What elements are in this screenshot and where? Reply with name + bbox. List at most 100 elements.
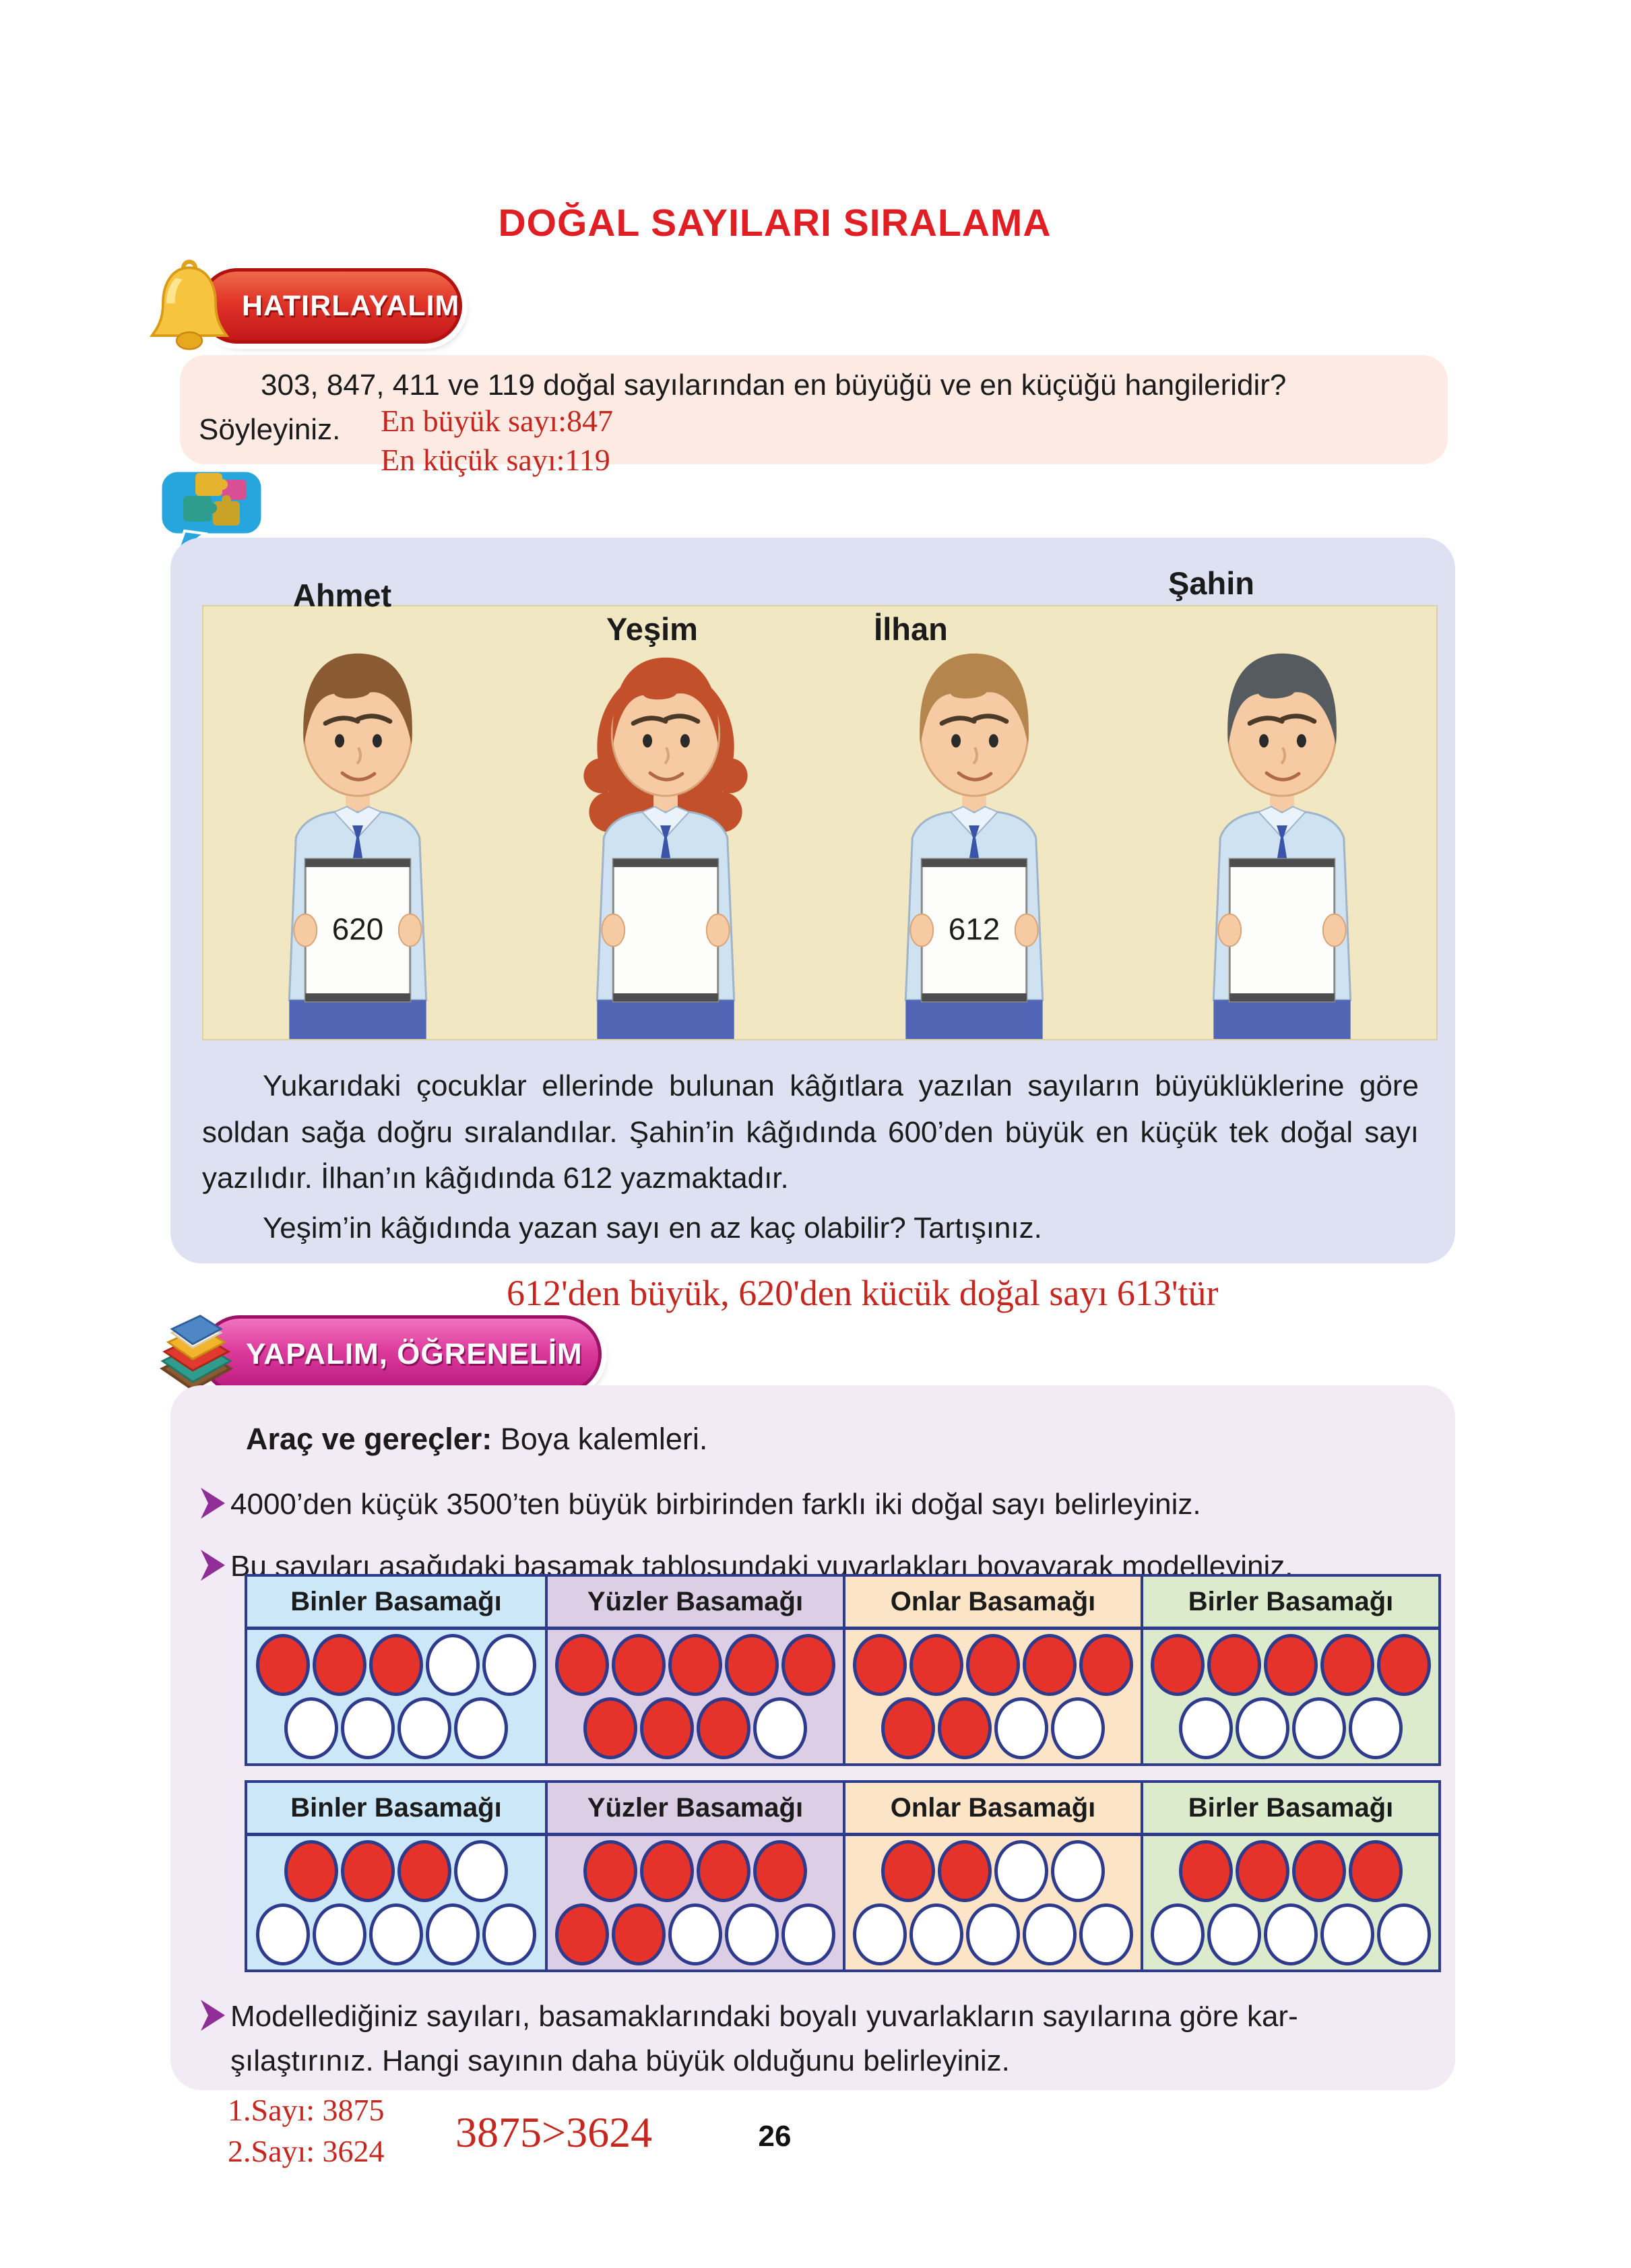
painted-circle[interactable]: [341, 1840, 395, 1902]
empty-circle[interactable]: [482, 1903, 536, 1965]
materials-line: Araç ve gereçler: Boya kalemleri.: [246, 1422, 707, 1457]
place-column: Yüzler Basamağı: [545, 1577, 843, 1763]
child-name-yesim: Yeşim: [606, 611, 698, 647]
empty-circle[interactable]: [994, 1840, 1048, 1902]
empty-circle[interactable]: [1264, 1903, 1318, 1965]
empty-circle[interactable]: [1292, 1697, 1346, 1759]
painted-circle[interactable]: [612, 1634, 666, 1696]
empty-circle[interactable]: [1349, 1697, 1403, 1759]
painted-circle[interactable]: [853, 1634, 907, 1696]
empty-circle[interactable]: [454, 1697, 508, 1759]
painted-circle[interactable]: [1377, 1634, 1431, 1696]
empty-circle[interactable]: [1051, 1697, 1105, 1759]
painted-circle[interactable]: [583, 1840, 637, 1902]
place-column-header: Onlar Basamağı: [845, 1783, 1141, 1836]
svg-text:620: 620: [332, 911, 384, 946]
place-value-table-1[interactable]: Binler Basamağı Yüzler Basamağı Onlar Basa…: [245, 1574, 1441, 1766]
bell-icon: [147, 259, 232, 356]
bullet-text-3: Modellediğiniz sayıları, basamaklarındak…: [230, 1994, 1298, 2083]
empty-circle[interactable]: [1179, 1697, 1233, 1759]
empty-circle[interactable]: [994, 1697, 1048, 1759]
empty-circle[interactable]: [284, 1697, 338, 1759]
place-column: Binler Basamağı: [247, 1577, 545, 1763]
empty-circle[interactable]: [1079, 1903, 1133, 1965]
empty-circle[interactable]: [753, 1697, 807, 1759]
painted-circle[interactable]: [1179, 1840, 1233, 1902]
bullet3-line2: şılaştırınız. Hangi sayının daha büyük o…: [230, 2044, 1010, 2077]
painted-circle[interactable]: [725, 1634, 779, 1696]
remember-question-box: 303, 847, 411 ve 119 doğal sayılarından …: [180, 355, 1448, 464]
painted-circle[interactable]: [369, 1634, 423, 1696]
painted-circle[interactable]: [1349, 1840, 1403, 1902]
painted-circle[interactable]: [612, 1903, 666, 1965]
painted-circle[interactable]: [697, 1697, 750, 1759]
painted-circle[interactable]: [1320, 1634, 1374, 1696]
book-icon: [146, 1295, 240, 1412]
child-figure: [1134, 623, 1430, 1039]
painted-circle[interactable]: [1292, 1840, 1346, 1902]
empty-circle[interactable]: [966, 1903, 1020, 1965]
empty-circle[interactable]: [454, 1840, 508, 1902]
empty-circle[interactable]: [397, 1697, 451, 1759]
painted-circle[interactable]: [909, 1634, 963, 1696]
painted-circle[interactable]: [256, 1634, 310, 1696]
painted-circle[interactable]: [555, 1634, 609, 1696]
empty-circle[interactable]: [909, 1903, 963, 1965]
empty-circle[interactable]: [426, 1903, 480, 1965]
arrow-bullet-icon: [199, 1548, 230, 1585]
empty-circle[interactable]: [313, 1903, 366, 1965]
painted-circle[interactable]: [1151, 1634, 1205, 1696]
painted-circle[interactable]: [1264, 1634, 1318, 1696]
painted-circle[interactable]: [881, 1840, 935, 1902]
place-column: Binler Basamağı: [247, 1783, 545, 1970]
empty-circle[interactable]: [781, 1903, 835, 1965]
paragraph-question: Yeşim’in kâğıdında yazan sayı en az kaç …: [263, 1211, 1042, 1245]
painted-circle[interactable]: [284, 1840, 338, 1902]
painted-circle[interactable]: [555, 1903, 609, 1965]
painted-circle[interactable]: [583, 1697, 637, 1759]
painted-circle[interactable]: [966, 1634, 1020, 1696]
painted-circle[interactable]: [313, 1634, 366, 1696]
painted-circle[interactable]: [753, 1840, 807, 1902]
empty-circle[interactable]: [341, 1697, 395, 1759]
handwritten-max-answer: En büyük sayı:847: [381, 404, 613, 438]
empty-circle[interactable]: [668, 1903, 722, 1965]
place-column-body: [548, 1836, 843, 1970]
child-figure: 620: [210, 623, 506, 1039]
empty-circle[interactable]: [1051, 1840, 1105, 1902]
painted-circle[interactable]: [1079, 1634, 1133, 1696]
empty-circle[interactable]: [369, 1903, 423, 1965]
painted-circle[interactable]: [640, 1697, 694, 1759]
painted-circle[interactable]: [397, 1840, 451, 1902]
painted-circle[interactable]: [938, 1697, 992, 1759]
painted-circle[interactable]: [697, 1840, 750, 1902]
painted-circle[interactable]: [1207, 1634, 1261, 1696]
page-number: 26: [758, 2120, 792, 2153]
empty-circle[interactable]: [482, 1634, 536, 1696]
painted-circle[interactable]: [1236, 1840, 1289, 1902]
painted-circle[interactable]: [1023, 1634, 1077, 1696]
painted-circle[interactable]: [938, 1840, 992, 1902]
painted-circle[interactable]: [881, 1697, 935, 1759]
empty-circle[interactable]: [1023, 1903, 1077, 1965]
empty-circle[interactable]: [1377, 1903, 1431, 1965]
empty-circle[interactable]: [426, 1634, 480, 1696]
handwritten-comparison: 3875>3624: [455, 2108, 653, 2156]
empty-circle[interactable]: [256, 1903, 310, 1965]
place-value-table-2[interactable]: Binler Basamağı Yüzler Basamağı Onlar Basa…: [245, 1780, 1441, 1972]
painted-circle[interactable]: [668, 1634, 722, 1696]
handwritten-number-2: 2.Sayı: 3624: [228, 2133, 385, 2168]
empty-circle[interactable]: [725, 1903, 779, 1965]
painted-circle[interactable]: [781, 1634, 835, 1696]
svg-text:612: 612: [949, 911, 1000, 946]
place-column-header: Binler Basamağı: [247, 1577, 545, 1630]
painted-circle[interactable]: [640, 1840, 694, 1902]
arrow-bullet-icon: [199, 1486, 230, 1523]
empty-circle[interactable]: [853, 1903, 907, 1965]
empty-circle[interactable]: [1236, 1697, 1289, 1759]
empty-circle[interactable]: [1151, 1903, 1205, 1965]
empty-circle[interactable]: [1320, 1903, 1374, 1965]
empty-circle[interactable]: [1207, 1903, 1261, 1965]
place-column-body: [548, 1630, 843, 1763]
